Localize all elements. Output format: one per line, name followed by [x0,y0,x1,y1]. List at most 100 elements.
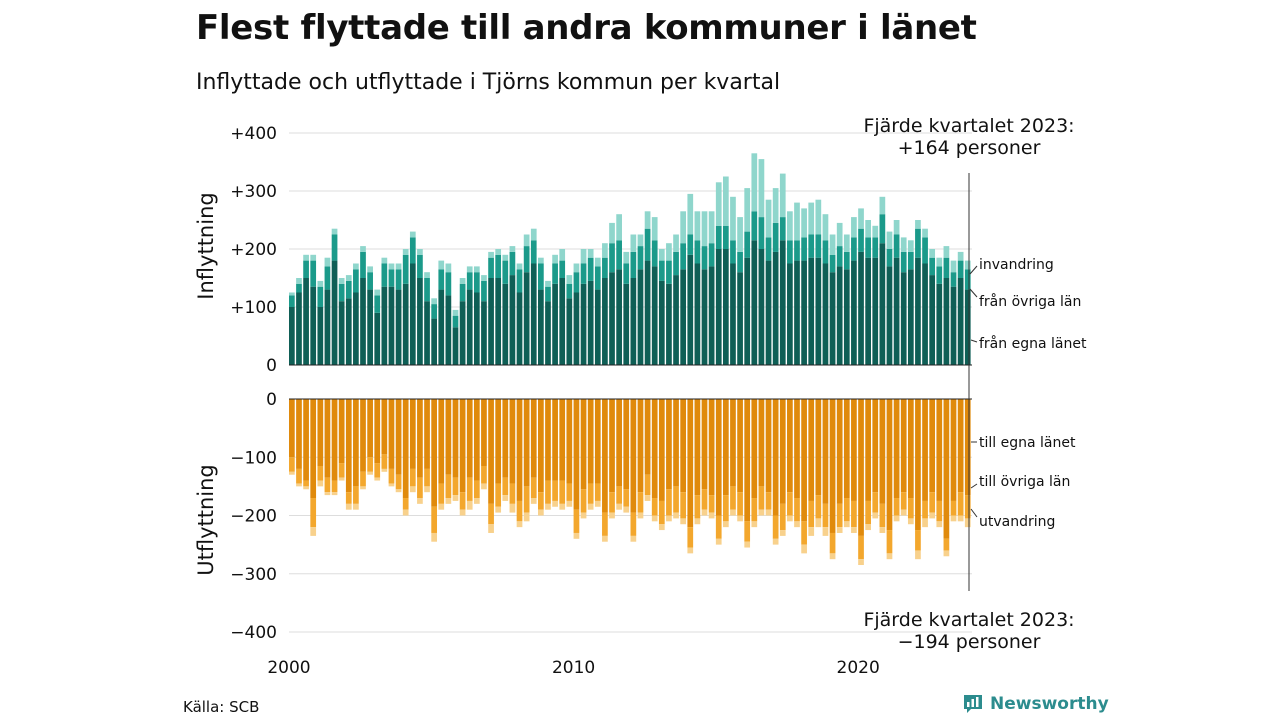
bar-inflyttning [424,301,430,365]
bar-inflyttning [658,280,665,365]
bar-utflyttning [879,399,886,504]
inflyttning-bars [289,153,971,365]
bar-inflyttning [374,312,381,365]
bar-utflyttning [481,399,487,466]
bar-inflyttning [808,202,815,235]
bar-inflyttning [730,240,736,264]
bar-utflyttning [858,559,864,566]
bar-utflyttning [345,399,352,493]
bar-utflyttning [666,399,672,490]
bar-utflyttning [886,553,893,560]
bar-utflyttning [552,480,558,501]
bar-inflyttning [836,266,843,365]
bar-inflyttning [317,280,324,287]
bar-utflyttning [402,399,409,499]
bar-utflyttning [772,399,779,516]
bar-inflyttning [737,272,743,365]
bar-utflyttning [566,500,573,507]
bar-utflyttning [715,399,722,516]
bar-utflyttning [929,399,936,493]
bar-inflyttning [545,301,551,365]
bar-utflyttning [459,509,466,516]
bar-inflyttning [438,260,445,270]
bar-utflyttning [353,399,359,487]
bar-inflyttning [623,283,630,365]
bar-utflyttning [502,477,509,496]
bar-inflyttning [317,286,324,307]
bar-utflyttning [843,521,850,528]
bar-utflyttning [886,530,893,554]
bar-inflyttning [957,251,964,261]
bar-inflyttning [794,260,800,365]
bar-utflyttning [438,399,445,484]
bar-utflyttning [701,489,708,510]
bar-utflyttning [666,515,672,522]
bar-inflyttning [730,196,736,241]
bar-utflyttning [424,486,430,493]
bar-inflyttning [694,240,701,264]
bar-utflyttning [964,399,971,496]
bar-utflyttning [637,492,644,513]
bar-utflyttning [694,495,701,519]
bar-utflyttning [573,509,580,533]
bar-inflyttning [758,159,765,218]
bar-inflyttning [865,237,871,258]
bar-utflyttning [744,521,751,542]
bar-inflyttning [915,257,921,365]
bar-utflyttning [488,524,494,533]
bar-inflyttning [680,211,687,244]
bar-inflyttning [637,269,644,365]
bar-inflyttning [545,286,551,302]
bar-utflyttning [609,512,615,519]
bar-utflyttning [630,512,637,536]
bar-inflyttning [530,240,537,264]
bar-utflyttning [516,399,523,501]
bar-utflyttning [452,399,459,478]
bar-inflyttning [936,257,943,267]
bar-utflyttning [545,480,551,504]
bar-utflyttning [687,547,694,554]
bar-inflyttning [687,254,694,365]
bar-inflyttning [509,275,516,365]
bar-utflyttning [922,500,928,519]
bar-utflyttning [452,495,459,501]
bar-inflyttning [602,243,608,258]
bar-utflyttning [673,486,679,513]
legend-top: invandring från övriga län från egna län… [969,257,1087,352]
bar-inflyttning [473,292,480,365]
y-tick-label: +100 [230,298,277,318]
bar-utflyttning [630,399,637,513]
bar-inflyttning [296,278,302,284]
bar-utflyttning [559,503,566,510]
bar-inflyttning [452,309,459,316]
bar-inflyttning [879,243,886,365]
bar-utflyttning [353,486,359,504]
bar-utflyttning [794,399,800,499]
bar-utflyttning [594,483,601,501]
legend-leader [970,483,978,489]
bar-utflyttning [545,503,551,510]
bar-inflyttning [481,280,487,302]
bar-inflyttning [801,260,807,365]
annotation-bottom-line1: Fjärde kvartalet 2023: [863,609,1074,631]
bar-inflyttning [623,263,630,284]
bar-inflyttning [964,289,971,365]
bar-inflyttning [388,286,395,365]
bar-inflyttning [360,251,366,278]
bar-utflyttning [722,521,729,528]
bar-inflyttning [701,246,708,270]
bar-utflyttning [317,399,324,466]
bar-utflyttning [637,512,644,519]
bar-utflyttning [587,503,594,510]
bar-utflyttning [303,399,309,481]
bar-inflyttning [566,298,573,365]
bar-utflyttning [687,527,694,548]
bar-utflyttning [338,399,345,464]
bar-utflyttning [530,498,537,504]
bar-inflyttning [744,188,751,232]
bar-utflyttning [530,399,537,478]
bar-utflyttning [893,515,900,522]
bar-inflyttning [886,231,893,249]
bar-inflyttning [552,254,558,264]
bar-inflyttning [787,240,793,264]
